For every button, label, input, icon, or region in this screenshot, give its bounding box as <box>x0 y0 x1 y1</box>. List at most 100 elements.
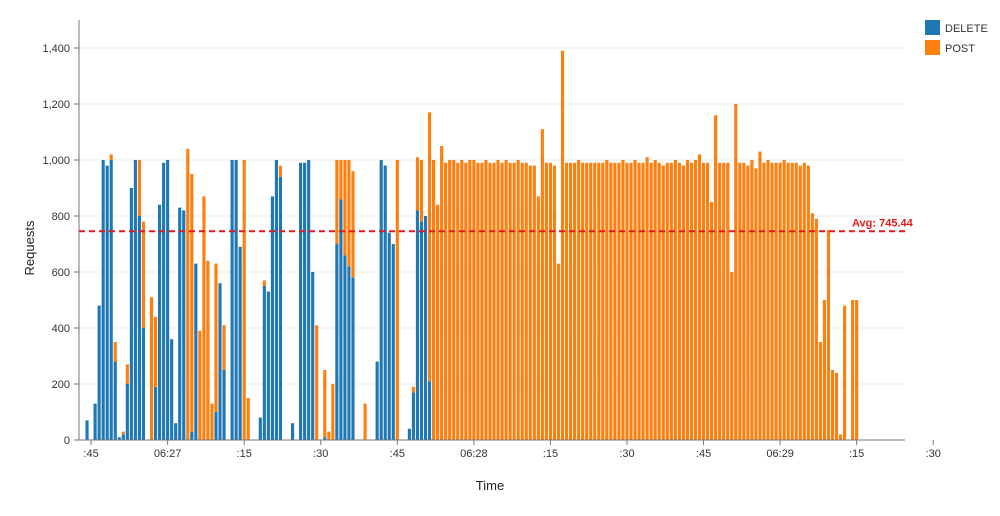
bar-post <box>762 162 766 441</box>
bar-post <box>706 162 710 441</box>
bar-delete <box>230 160 234 440</box>
bar-delete <box>105 165 109 440</box>
y-tick-label: 0 <box>64 435 70 447</box>
bar-delete <box>93 403 97 440</box>
bar-post <box>677 162 681 441</box>
bar-delete <box>375 361 379 440</box>
bar-delete <box>121 434 125 440</box>
bar-post <box>601 162 605 441</box>
bar-delete <box>174 423 178 440</box>
bar-delete <box>258 417 262 440</box>
bar-post <box>726 162 730 441</box>
bar-post <box>669 162 673 441</box>
average-line-group: Avg: 745.44 <box>79 217 914 233</box>
bar-delete <box>222 370 226 440</box>
bar-post <box>190 174 194 432</box>
bar-post <box>137 160 141 216</box>
legend-label-delete: DELETE <box>945 23 988 35</box>
bar-post <box>673 160 677 440</box>
bar-delete <box>218 283 222 440</box>
bar-post <box>327 431 331 440</box>
bar-post <box>109 154 113 160</box>
x-tick-label: :45 <box>83 448 98 460</box>
legend-label-post: POST <box>945 43 975 55</box>
bar-post <box>125 364 129 384</box>
bar-post <box>186 148 190 441</box>
bar-delete <box>347 266 351 440</box>
bar-post <box>141 221 146 328</box>
bar-post <box>206 260 210 440</box>
bar-post <box>472 160 476 440</box>
bar-delete <box>113 361 117 440</box>
bar-post <box>323 370 327 438</box>
bar-post <box>758 151 762 440</box>
bar-post <box>681 165 685 440</box>
bar-post <box>476 162 480 441</box>
bar-post <box>552 165 557 440</box>
bar-post <box>512 162 516 441</box>
bar-post <box>714 115 718 440</box>
bar-post <box>818 342 822 440</box>
bar-delete <box>129 188 133 440</box>
bar-post <box>556 263 561 440</box>
bar-post <box>331 384 335 440</box>
average-label: Avg: 745.44 <box>852 217 914 229</box>
bar-post <box>246 398 250 440</box>
bar-delete <box>158 204 162 440</box>
bar-delete <box>85 420 89 440</box>
bar-delete <box>262 286 266 440</box>
bar-post <box>444 162 448 441</box>
bar-post <box>637 162 641 441</box>
bar-post <box>754 168 758 440</box>
bar-post <box>564 162 569 441</box>
y-tick-label: 1,200 <box>42 99 70 111</box>
bar-post <box>822 300 826 440</box>
bar-delete <box>274 160 278 440</box>
x-tick-label: :45 <box>696 448 711 460</box>
bar-post <box>685 160 689 440</box>
bar-post <box>722 162 726 441</box>
y-tick-label: 600 <box>52 267 70 279</box>
bar-post <box>665 162 669 441</box>
bar-delete <box>162 162 166 441</box>
bar-delete <box>101 160 105 440</box>
bar-post <box>347 160 351 267</box>
bar-post <box>222 325 226 370</box>
bar-post <box>436 204 440 440</box>
bar-post <box>577 160 581 440</box>
bar-delete <box>391 244 395 440</box>
bar-post <box>742 162 746 441</box>
bar-delete <box>411 392 415 440</box>
bar-post <box>419 160 424 222</box>
bar-post <box>496 160 500 440</box>
bar-post <box>645 157 649 440</box>
bar-post <box>625 162 629 441</box>
bar-delete <box>214 412 218 440</box>
bar-post <box>480 162 484 441</box>
bar-post <box>427 112 432 382</box>
bar-post <box>589 162 593 441</box>
bar-post <box>770 162 774 441</box>
x-tick-label: :15 <box>849 448 864 460</box>
y-tick-label: 800 <box>52 211 70 223</box>
bar-delete <box>141 328 146 440</box>
bar-post <box>750 160 754 440</box>
bar-post <box>701 162 706 441</box>
bar-post <box>786 162 790 441</box>
bar-post <box>851 300 855 440</box>
bar-post <box>730 272 734 440</box>
bar-post <box>278 165 283 177</box>
bar-post <box>415 157 420 211</box>
x-tick-label: :30 <box>619 448 634 460</box>
bar-post <box>834 372 839 440</box>
bar-delete <box>290 423 295 440</box>
bar-post <box>121 431 125 435</box>
bar-post <box>214 263 218 412</box>
bar-post <box>593 162 597 441</box>
y-tick-label: 400 <box>52 323 70 335</box>
bar-post <box>351 171 355 278</box>
bar-post <box>766 160 770 440</box>
bar-post <box>790 162 794 441</box>
bar-delete <box>270 196 274 440</box>
